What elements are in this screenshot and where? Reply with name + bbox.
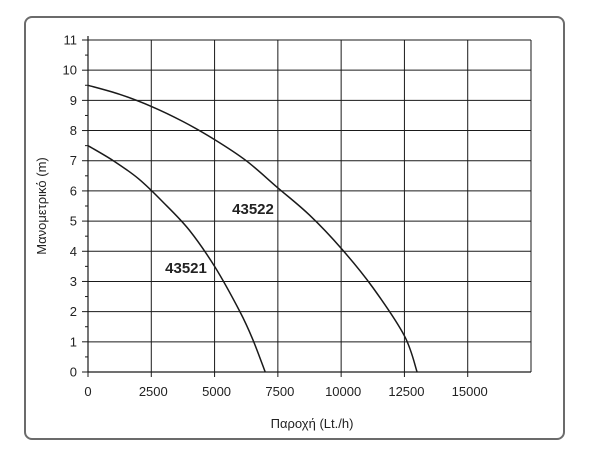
curves	[87, 84, 418, 373]
y-tick-label: 5	[70, 214, 77, 229]
y-tick-label: 6	[70, 183, 77, 198]
curve-43522	[87, 84, 418, 373]
x-tick-labels: 0 2500 5000 7500 10000 12500 15000	[84, 384, 487, 399]
y-tick-label: 8	[70, 123, 77, 138]
x-tick-label: 10000	[325, 384, 361, 399]
x-axis-label: Παροχή (Lt./h)	[271, 416, 354, 431]
curve-labels: 43522 43521	[165, 201, 274, 277]
x-tick-label: 2500	[139, 384, 168, 399]
curve-label-43522: 43522	[232, 201, 274, 218]
curve-label-43521: 43521	[165, 260, 207, 277]
y-tick-label: 7	[70, 153, 77, 168]
y-tick-label: 3	[70, 274, 77, 289]
y-tick-label: 4	[70, 244, 77, 259]
grid-lines	[88, 39, 532, 373]
y-tick-labels: 0 1 2 3 4 5 6 7 8 9 10 11	[63, 33, 77, 380]
x-tick-label: 7500	[265, 384, 294, 399]
axes	[82, 36, 531, 377]
y-tick-label: 0	[70, 365, 77, 380]
y-tick-label: 11	[64, 33, 78, 48]
x-tick-label: 12500	[388, 384, 424, 399]
y-tick-label: 2	[70, 304, 77, 319]
curve-43521	[87, 144, 266, 373]
x-tick-label: 0	[84, 384, 91, 399]
y-tick-label: 1	[70, 334, 77, 349]
y-axis-label: Μανομετρικό (m)	[34, 157, 49, 254]
x-tick-label: 15000	[452, 384, 488, 399]
chart-frame	[24, 16, 565, 440]
y-tick-label: 9	[70, 93, 77, 108]
y-tick-label: 10	[63, 63, 77, 78]
x-tick-label: 5000	[202, 384, 231, 399]
